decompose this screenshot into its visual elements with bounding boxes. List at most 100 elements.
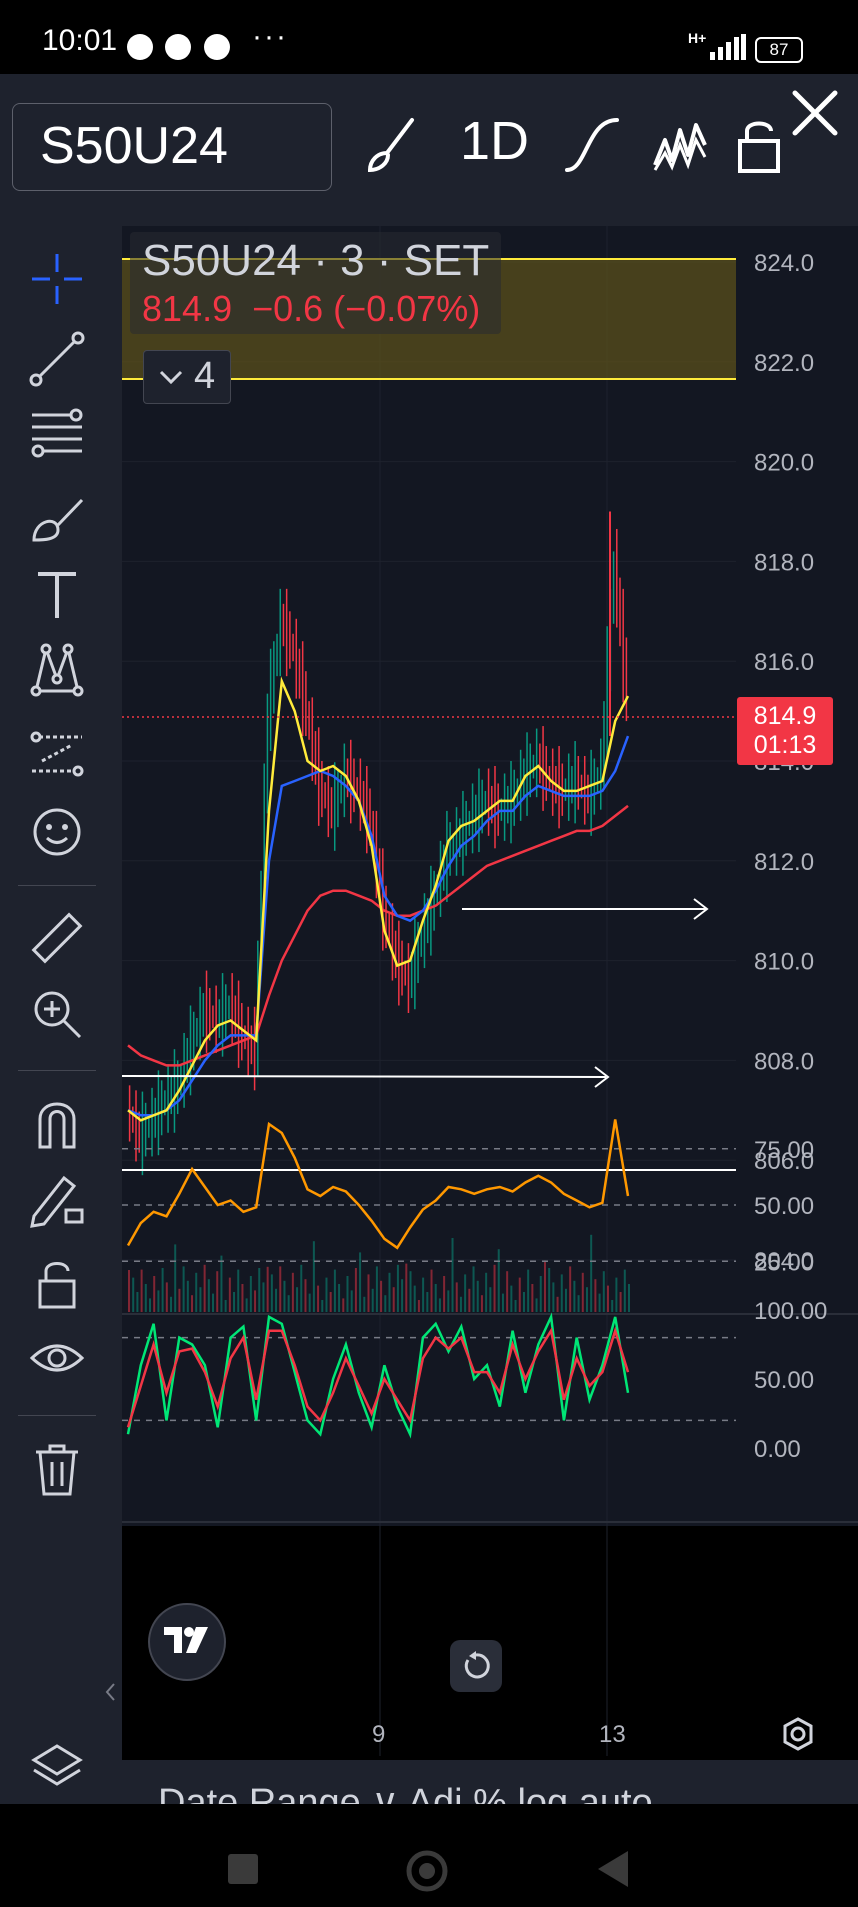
volume-bar xyxy=(417,1300,420,1312)
bottom-toolbar-text[interactable]: Date Range ∨ Adj % log auto xyxy=(158,1782,653,1804)
stoch-tick-label: 100.00 xyxy=(754,1298,827,1325)
legend-change: −0.6 (−0.07%) xyxy=(252,288,481,329)
volume-bar xyxy=(527,1269,530,1312)
price-chart[interactable]: 824.0822.0820.0818.0816.0814.0812.0810.0… xyxy=(122,226,858,1760)
symbol-name: S50U24 xyxy=(40,117,228,175)
ruler-icon[interactable] xyxy=(28,910,86,968)
volume-bar xyxy=(480,1295,483,1312)
horizontal-ray-1 xyxy=(122,1075,607,1078)
collapse-panel-icon[interactable] xyxy=(104,1680,118,1704)
settings-icon[interactable] xyxy=(780,1716,816,1752)
volume-bar xyxy=(350,1290,353,1312)
volume-bar xyxy=(451,1238,454,1312)
back-button[interactable] xyxy=(596,1849,632,1889)
time-tick-label: 9 xyxy=(372,1721,385,1748)
price-tick-label: 810.0 xyxy=(754,949,814,976)
volume-bar xyxy=(594,1279,597,1312)
volume-bar xyxy=(308,1293,311,1312)
volume-bar xyxy=(615,1277,618,1312)
brush-icon[interactable] xyxy=(28,490,86,548)
rsi-line xyxy=(126,1119,630,1250)
volume-bar xyxy=(153,1276,156,1312)
volume-bar xyxy=(140,1269,143,1312)
volume-bar xyxy=(569,1266,572,1312)
volume-bar xyxy=(363,1296,366,1312)
reset-chart-button[interactable] xyxy=(450,1640,502,1692)
volume-bar xyxy=(628,1284,630,1312)
indicators-icon[interactable] xyxy=(650,115,710,175)
volume-bar xyxy=(191,1295,194,1312)
volume-bar xyxy=(266,1266,269,1312)
volume-bar xyxy=(291,1272,294,1312)
recents-button[interactable] xyxy=(228,1854,258,1884)
volume-bar xyxy=(338,1284,341,1312)
volume-bar xyxy=(359,1252,362,1312)
volume-bar xyxy=(279,1266,282,1312)
volume-bar xyxy=(392,1287,395,1312)
volume-bar xyxy=(207,1279,210,1312)
chart-area[interactable]: 824.0822.0820.0818.0816.0814.0812.0810.0… xyxy=(122,226,858,1756)
volume-bar xyxy=(518,1277,521,1312)
volume-bar xyxy=(602,1271,605,1312)
chart-style-icon[interactable] xyxy=(562,115,622,175)
trend-line-icon[interactable] xyxy=(28,330,86,388)
trash-icon[interactable] xyxy=(28,1440,86,1498)
volume-bar xyxy=(384,1295,387,1312)
volume-bar xyxy=(510,1285,513,1312)
home-button[interactable] xyxy=(405,1849,449,1893)
reset-icon xyxy=(464,1651,490,1679)
forecast-icon[interactable] xyxy=(28,725,86,783)
volume-bar xyxy=(426,1292,429,1312)
price-tick-label: 806.0 xyxy=(754,1148,814,1175)
symbol-search-box[interactable] xyxy=(12,103,332,191)
volume-bar xyxy=(249,1276,252,1312)
pattern-icon[interactable] xyxy=(28,641,86,699)
volume-bar xyxy=(380,1280,383,1312)
price-tick-label: 818.0 xyxy=(754,549,814,576)
volume-bar xyxy=(170,1296,173,1312)
volume-bar xyxy=(342,1298,345,1312)
fib-retracement-icon[interactable] xyxy=(28,405,86,463)
stoch-axis: 100.00 50.00 0.00 xyxy=(754,1298,827,1463)
volume-bar xyxy=(581,1272,584,1312)
more-notifications-icon: ··· xyxy=(252,20,288,53)
volume-bar xyxy=(564,1288,567,1312)
drawing-tools-panel xyxy=(0,226,122,1804)
indicators-count: 4 xyxy=(194,355,216,397)
volume-bar xyxy=(573,1280,576,1312)
volume-bar xyxy=(136,1292,139,1312)
lock-icon[interactable] xyxy=(735,115,785,175)
magnet-icon[interactable] xyxy=(28,1095,86,1153)
interval-button[interactable]: 1D xyxy=(460,111,530,171)
lock-drawing-icon[interactable] xyxy=(28,1170,86,1228)
legend[interactable]: S50U24 · 3 · SET 814.9 −0.6 (−0.07%) xyxy=(130,232,502,334)
volume-bar xyxy=(396,1264,399,1312)
zoom-in-icon[interactable] xyxy=(28,985,86,1043)
indicators-toggle[interactable]: 4 xyxy=(143,350,231,404)
tradingview-logo-button[interactable] xyxy=(148,1603,226,1681)
volume-bar xyxy=(493,1264,496,1312)
crosshair-icon[interactable] xyxy=(28,250,86,308)
volume-bar xyxy=(548,1268,551,1312)
text-icon[interactable] xyxy=(28,566,86,624)
volume-bar xyxy=(501,1293,504,1312)
eye-icon[interactable] xyxy=(28,1330,86,1388)
network-type: H+ xyxy=(688,30,707,46)
brush-icon[interactable] xyxy=(362,115,422,175)
volume-bar xyxy=(149,1298,152,1312)
volume-bar xyxy=(489,1287,492,1312)
volume-bar xyxy=(287,1295,290,1312)
stoch-d-line xyxy=(126,1326,630,1428)
status-time: 10:01 xyxy=(42,24,118,57)
emoji-icon[interactable] xyxy=(28,803,86,861)
volume-bar xyxy=(590,1234,593,1312)
volume-bar xyxy=(262,1282,265,1312)
volume-bar xyxy=(472,1266,475,1312)
volume-bar xyxy=(539,1276,542,1312)
close-icon[interactable] xyxy=(790,88,840,138)
layers-icon[interactable] xyxy=(28,1738,86,1796)
volume-bar xyxy=(300,1264,303,1312)
volume-bar xyxy=(560,1274,563,1312)
unlock-icon[interactable] xyxy=(28,1255,86,1313)
volume-bar xyxy=(531,1284,534,1312)
